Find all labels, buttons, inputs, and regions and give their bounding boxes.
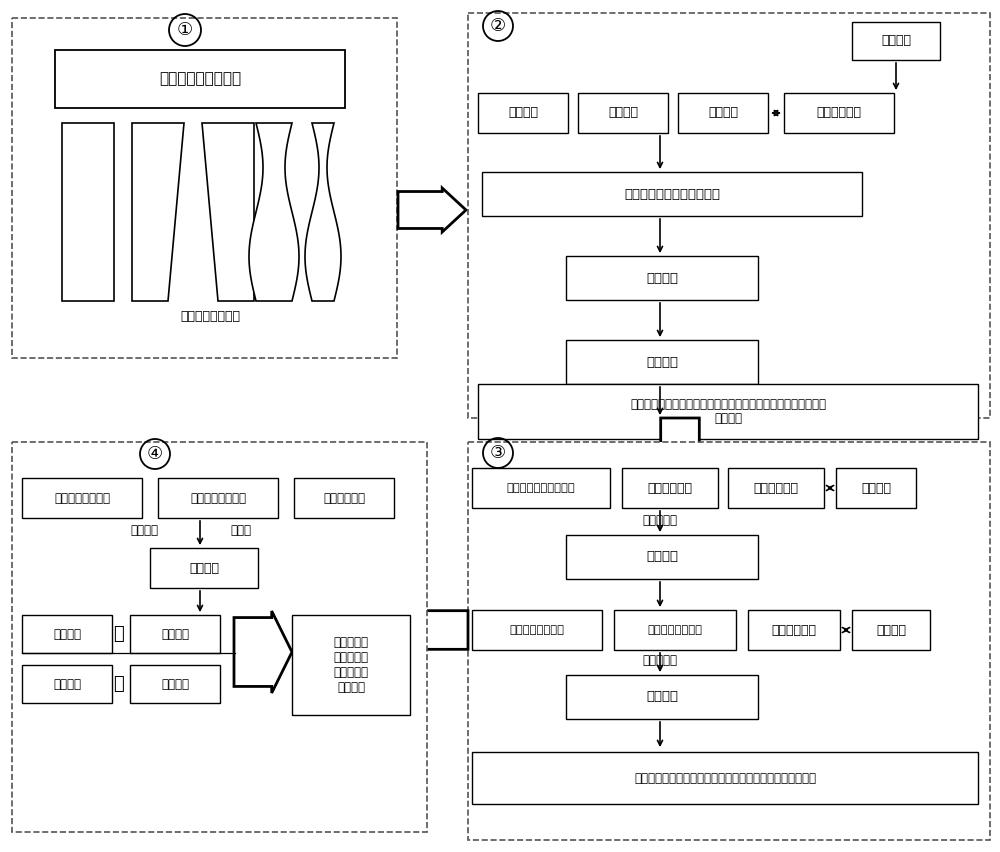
Bar <box>130 615 220 653</box>
Text: 最优进给速度: 最优进给速度 <box>648 481 692 494</box>
Bar <box>12 18 397 358</box>
Bar <box>478 384 978 439</box>
Text: ④: ④ <box>147 445 163 463</box>
Text: 煤层厚度: 煤层厚度 <box>708 106 738 119</box>
Text: 利用所得系
数大小调整
滚筒转速、
进给速度: 利用所得系 数大小调整 滚筒转速、 进给速度 <box>334 636 368 694</box>
Text: 回归方程: 回归方程 <box>646 690 678 704</box>
Text: －: － <box>113 675 123 693</box>
Text: －: － <box>113 625 123 643</box>
Text: 遗传算法: 遗传算法 <box>646 355 678 369</box>
Bar <box>12 442 427 832</box>
Text: 第一次代入: 第一次代入 <box>642 514 678 527</box>
Bar <box>622 468 718 508</box>
Text: 已测煤层厚度: 已测煤层厚度 <box>323 492 365 504</box>
Bar <box>472 752 978 804</box>
Text: ②: ② <box>490 17 506 35</box>
Text: 实际最优滚筒转速: 实际最优滚筒转速 <box>54 492 110 504</box>
Bar <box>158 478 278 518</box>
Bar <box>472 610 602 650</box>
Bar <box>566 535 758 579</box>
Text: 最优厚度: 最优厚度 <box>161 677 189 690</box>
Text: 根据不同厚度值获取实际最优滚筒转速和实际最优进给速度: 根据不同厚度值获取实际最优滚筒转速和实际最优进给速度 <box>634 772 816 785</box>
Text: 回归方程: 回归方程 <box>646 550 678 563</box>
Text: 待求实际最优滚筒转速: 待求实际最优滚筒转速 <box>507 483 575 493</box>
Bar <box>578 93 668 133</box>
Text: 最小能耗: 最小能耗 <box>876 624 906 636</box>
Bar <box>478 93 568 133</box>
Bar <box>748 610 840 650</box>
Text: 滚筒转速: 滚筒转速 <box>508 106 538 119</box>
Text: 能耗、生产率: 能耗、生产率 <box>816 106 862 119</box>
Bar <box>62 123 114 301</box>
Bar <box>836 468 916 508</box>
Text: 电流模块: 电流模块 <box>130 523 158 537</box>
Polygon shape <box>398 188 466 232</box>
Text: 实际最优进给速度: 实际最优进给速度 <box>190 492 246 504</box>
Bar <box>614 610 736 650</box>
Text: 实际能耗: 实际能耗 <box>53 628 81 641</box>
Bar <box>55 50 345 108</box>
Text: 已测煤层厚度: 已测煤层厚度 <box>754 481 798 494</box>
Polygon shape <box>132 123 184 301</box>
Polygon shape <box>202 123 254 301</box>
Bar <box>292 615 410 715</box>
Polygon shape <box>657 418 703 470</box>
Text: 待测最优进给速度: 待测最优进给速度 <box>648 625 702 635</box>
Text: 五种煤壁厚度情况: 五种煤壁厚度情况 <box>180 309 240 323</box>
Bar <box>150 548 258 588</box>
Text: 第二次代入: 第二次代入 <box>642 653 678 666</box>
Polygon shape <box>234 611 292 693</box>
Bar <box>294 478 394 518</box>
Bar <box>22 665 112 703</box>
Text: 进给速度: 进给速度 <box>608 106 638 119</box>
Bar <box>22 615 112 653</box>
Text: 二次旋转回归正交组合实验: 二次旋转回归正交组合实验 <box>624 187 720 200</box>
Bar <box>852 22 940 60</box>
Bar <box>678 93 768 133</box>
Bar <box>784 93 894 133</box>
Bar <box>566 340 758 384</box>
Bar <box>566 256 758 300</box>
Text: 实际厚度: 实际厚度 <box>53 677 81 690</box>
Text: 实际最优滚筒转速: 实际最优滚筒转速 <box>510 625 564 635</box>
Text: 获取最小能耗、最大生产率时的最优滚筒转速、最优进给速度及
最优厚度: 获取最小能耗、最大生产率时的最优滚筒转速、最优进给速度及 最优厚度 <box>630 398 826 425</box>
Text: 最小能耗: 最小能耗 <box>861 481 891 494</box>
Bar <box>130 665 220 703</box>
Text: 实验法: 实验法 <box>230 523 251 537</box>
Text: 实际能耗: 实际能耗 <box>189 561 219 574</box>
Text: ①: ① <box>177 21 193 39</box>
Text: 电流模块: 电流模块 <box>881 34 911 48</box>
Bar <box>468 442 990 840</box>
Bar <box>482 172 862 216</box>
Bar <box>728 468 824 508</box>
Text: 已测煤层厚度: 已测煤层厚度 <box>772 624 816 636</box>
Bar <box>566 675 758 719</box>
Polygon shape <box>305 123 341 301</box>
Bar <box>472 468 610 508</box>
Text: ③: ③ <box>490 444 506 462</box>
Text: 结构光三维重构煤壁: 结构光三维重构煤壁 <box>159 72 241 87</box>
Bar <box>22 478 142 518</box>
Text: 最优能耗: 最优能耗 <box>161 628 189 641</box>
Bar <box>468 13 990 418</box>
Polygon shape <box>398 607 468 653</box>
Bar <box>852 610 930 650</box>
Text: 回归方程: 回归方程 <box>646 272 678 285</box>
Polygon shape <box>249 123 299 301</box>
